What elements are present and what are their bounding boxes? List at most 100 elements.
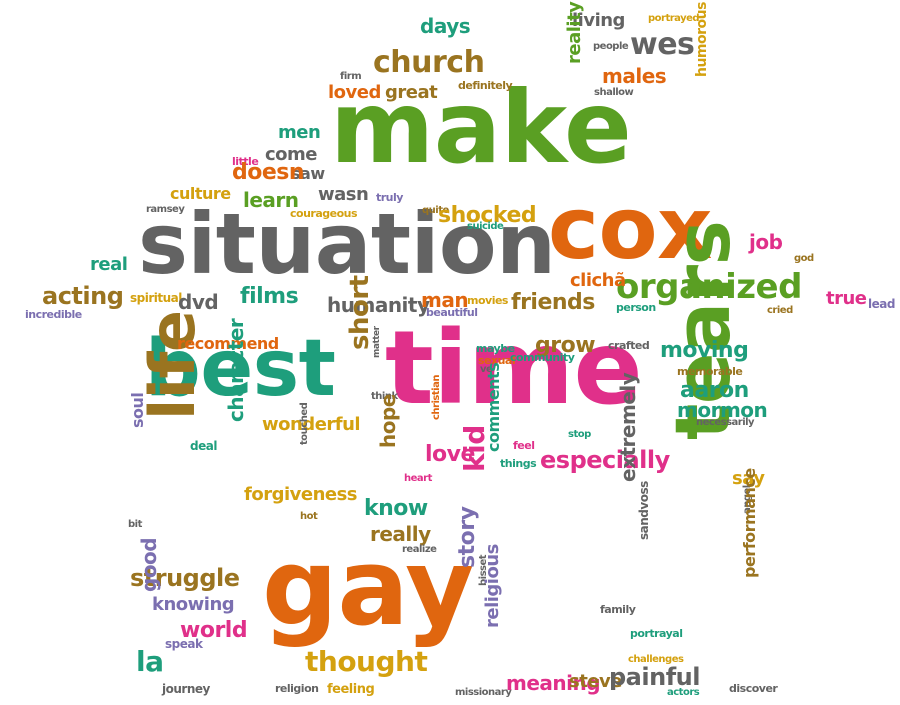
cloud-word: best — [145, 324, 336, 414]
cloud-word: necessarily — [696, 417, 755, 428]
cloud-word: definitely — [458, 79, 513, 92]
cloud-word: actors — [667, 687, 700, 698]
cloud-word: challenges — [628, 654, 684, 665]
cloud-word: learn — [243, 188, 299, 212]
cloud-word: wonderful — [262, 414, 361, 435]
cloud-word: films — [240, 284, 299, 309]
cloud-word: things — [500, 457, 537, 470]
cloud-word: clichã — [570, 270, 626, 291]
cloud-word: true — [826, 288, 867, 309]
cloud-word: movies — [467, 294, 508, 307]
cloud-word: missionary — [455, 687, 512, 698]
cloud-word: sexual — [478, 354, 516, 367]
cloud-word: story — [455, 506, 480, 568]
cloud-word: men — [278, 122, 321, 143]
cloud-word: speak — [165, 637, 203, 651]
cloud-word: lead — [868, 297, 895, 311]
cloud-word: realize — [402, 544, 437, 555]
cloud-word: love — [425, 442, 475, 467]
cloud-word: organized — [616, 267, 802, 307]
cloud-word: wes — [630, 27, 695, 62]
cloud-word: thought — [305, 645, 428, 678]
cloud-word: portrayed — [648, 13, 700, 24]
cloud-word: humorous — [694, 2, 710, 77]
cloud-word: meaning — [506, 671, 601, 695]
cloud-word: doesn — [232, 160, 305, 185]
cloud-word: religion — [275, 682, 319, 695]
cloud-word: stop — [568, 429, 591, 440]
cloud-word: people — [593, 41, 629, 52]
cloud-word: spiritual — [130, 291, 182, 305]
cloud-word: come — [265, 144, 318, 165]
cloud-word: really — [370, 522, 431, 546]
cloud-word: short — [345, 275, 375, 350]
cloud-word: grow — [535, 333, 596, 358]
cloud-word: recommend — [177, 334, 279, 353]
cloud-word: deal — [190, 439, 217, 453]
cloud-word: struggle — [130, 564, 240, 592]
cloud-word: time — [385, 309, 643, 428]
cloud-word: religious — [482, 544, 503, 628]
cloud-word: world — [180, 618, 248, 643]
cloud-word: shocked — [438, 203, 537, 228]
cloud-word: matter — [372, 326, 382, 358]
cloud-word: journey — [162, 682, 210, 696]
cloud-word: think — [371, 391, 398, 402]
cloud-word: dvd — [178, 290, 219, 314]
cloud-word: acting — [42, 282, 124, 310]
cloud-word: maybe — [476, 342, 515, 355]
cloud-word: feeling — [327, 682, 375, 697]
cloud-word: saw — [291, 164, 325, 183]
cloud-word: great — [385, 82, 438, 103]
cloud-word: feel — [513, 439, 535, 452]
cloud-word: performance — [740, 468, 759, 578]
cloud-word: community — [510, 351, 575, 364]
cloud-word: real — [90, 254, 128, 275]
cloud-word: situation — [138, 195, 556, 293]
cloud-word: church — [373, 45, 485, 80]
cloud-word: person — [616, 301, 656, 314]
cloud-word: knowing — [152, 594, 235, 615]
cloud-word: say — [732, 468, 765, 489]
cloud-word: forgiveness — [244, 484, 358, 505]
cloud-word: ramsey — [146, 204, 185, 215]
cloud-word: moving — [660, 338, 749, 363]
cloud-word: beautiful — [426, 306, 478, 319]
cloud-word: living — [572, 10, 625, 31]
cloud-word: friends — [511, 290, 595, 315]
cloud-word: la — [136, 645, 164, 678]
cloud-word: mormon — [677, 398, 768, 422]
cloud-word: memorable — [677, 365, 743, 378]
cloud-word: man — [421, 288, 469, 312]
cloud-word: steve — [569, 671, 622, 692]
cloud-word: crafted — [608, 339, 650, 352]
cloud-word: job — [749, 230, 783, 254]
cloud-word: loved — [328, 82, 381, 103]
cloud-word: courageous — [290, 207, 358, 220]
cloud-word: gay — [262, 526, 474, 649]
cloud-word: discover — [729, 682, 778, 695]
cloud-word: christian — [431, 375, 442, 420]
cloud-word: soul — [128, 392, 147, 428]
cloud-word: suicide — [467, 221, 504, 232]
cloud-word: good — [137, 537, 161, 592]
cloud-word: reality — [564, 2, 585, 65]
cloud-word: cox — [548, 179, 713, 279]
cloud-word: little — [232, 155, 259, 168]
cloud-word: hot — [300, 511, 318, 522]
cloud-word: character — [224, 318, 248, 422]
cloud-word: humanity — [327, 293, 430, 317]
cloud-word: hope — [376, 394, 400, 448]
cloud-word: portrayal — [630, 627, 683, 640]
cloud-word: aaron — [680, 378, 749, 403]
cloud-word: wasn — [318, 184, 369, 205]
cloud-word: cried — [767, 305, 793, 316]
cloud-word: incredible — [25, 308, 82, 321]
cloud-word: god — [794, 253, 814, 264]
cloud-word: touched — [299, 402, 310, 445]
cloud-word: males — [602, 64, 667, 88]
cloud-word: family — [600, 603, 636, 616]
cloud-word: truly — [376, 191, 403, 204]
cloud-word: make — [330, 69, 632, 186]
